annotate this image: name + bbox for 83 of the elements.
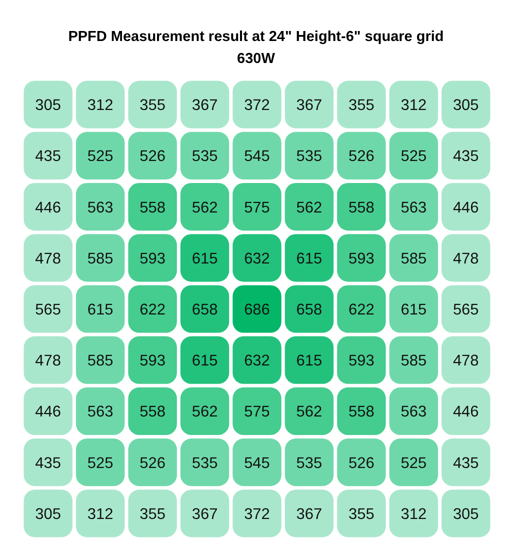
data-label: 355	[140, 506, 166, 523]
data-label: 585	[400, 250, 427, 268]
data-label: 565	[35, 302, 62, 318]
data-label: 563	[87, 199, 114, 216]
data-label: 446	[452, 404, 479, 421]
data-label: 615	[400, 302, 427, 318]
data-label: 446	[35, 199, 62, 216]
data-label: 563	[400, 404, 427, 421]
data-label: 367	[296, 97, 322, 114]
data-label: 593	[348, 352, 374, 370]
data-label: 435	[35, 454, 62, 472]
chart-subtitle: 630W	[237, 50, 275, 69]
data-label: 535	[296, 454, 322, 472]
data-label: 535	[192, 148, 218, 166]
data-label: 478	[35, 352, 62, 370]
data-label: 562	[192, 199, 218, 216]
data-label: 312	[87, 97, 114, 114]
data-label: 575	[244, 199, 270, 216]
data-label: 305	[452, 97, 479, 114]
data-label: 615	[296, 352, 322, 370]
data-label: 526	[140, 454, 166, 472]
data-label: 367	[192, 506, 218, 523]
data-label: 562	[192, 404, 218, 421]
data-label: 305	[35, 506, 62, 523]
data-label: 585	[400, 352, 427, 370]
data-label: 525	[400, 148, 427, 166]
data-label: 593	[348, 250, 374, 268]
data-label: 446	[452, 199, 479, 216]
data-label: 525	[87, 148, 114, 166]
data-label: 558	[140, 199, 166, 216]
data-label: 562	[296, 404, 322, 421]
data-label: 658	[296, 302, 322, 318]
data-label: 305	[452, 506, 479, 523]
data-label: 478	[452, 352, 479, 370]
data-label: 632	[244, 352, 270, 370]
data-label: 372	[244, 97, 270, 114]
data-label: 622	[348, 302, 374, 318]
data-label: 312	[400, 97, 427, 114]
data-label: 305	[35, 97, 62, 114]
data-label: 562	[296, 199, 322, 216]
data-label: 526	[348, 148, 374, 166]
data-label: 312	[87, 506, 114, 523]
data-label: 535	[296, 148, 322, 166]
data-label: 615	[87, 302, 114, 318]
data-label: 367	[296, 506, 322, 523]
data-label: 545	[244, 148, 270, 166]
data-label: 435	[452, 148, 479, 166]
data-label: 525	[87, 454, 114, 472]
data-label: 526	[140, 148, 166, 166]
data-label: 593	[140, 352, 166, 370]
data-label: 355	[348, 97, 374, 114]
data-label: 355	[348, 506, 374, 523]
chart-title: PPFD Measurement result at 24" Height-6" square grid	[68, 28, 444, 47]
data-label: 563	[400, 199, 427, 216]
data-label: 558	[140, 404, 166, 421]
data-label: 367	[192, 97, 218, 114]
data-label: 593	[140, 250, 166, 268]
data-label: 658	[192, 302, 218, 318]
data-label: 585	[87, 352, 114, 370]
data-label: 525	[400, 454, 427, 472]
data-label: 435	[35, 148, 62, 166]
data-label: 615	[192, 352, 218, 370]
data-label: 478	[452, 250, 479, 268]
data-label: 565	[452, 302, 479, 318]
data-label: 535	[192, 454, 218, 472]
data-label: 558	[348, 404, 374, 421]
data-label: 575	[244, 404, 270, 421]
data-label: 686	[244, 302, 270, 318]
data-label: 615	[296, 250, 322, 268]
data-label: 312	[400, 506, 427, 523]
data-label: 558	[348, 199, 374, 216]
data-label: 585	[87, 250, 114, 268]
data-label: 355	[140, 97, 166, 114]
data-label: 563	[87, 404, 114, 421]
data-label: 622	[140, 302, 166, 318]
data-label: 526	[348, 454, 374, 472]
data-label: 446	[35, 404, 62, 421]
data-label: 632	[244, 250, 270, 268]
data-label: 478	[35, 250, 62, 268]
data-label: 372	[244, 506, 270, 523]
data-label: 435	[452, 454, 479, 472]
data-label: 545	[244, 454, 270, 472]
data-label: 615	[192, 250, 218, 268]
